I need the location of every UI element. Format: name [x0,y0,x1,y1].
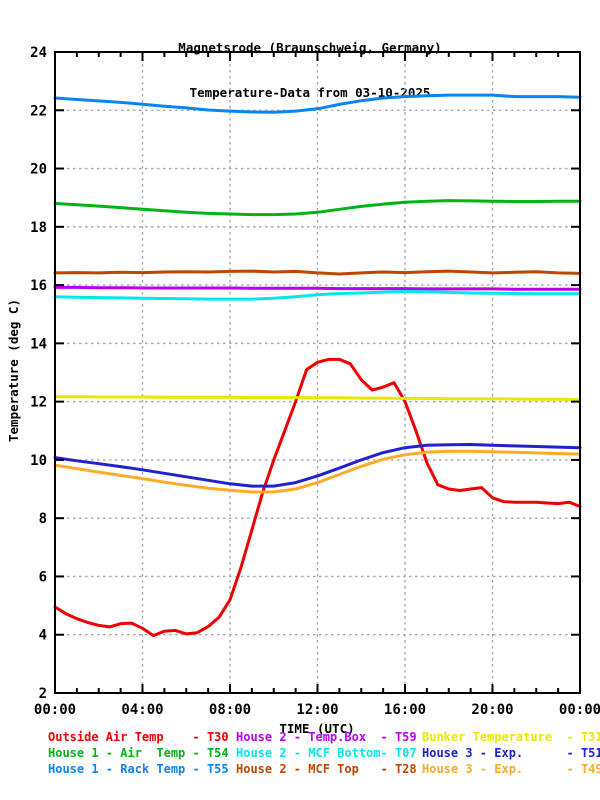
x-tick-label: 00:00 [34,702,76,718]
x-tick-label: 20:00 [471,702,513,718]
series-T28 [53,269,582,276]
y-tick-label: 20 [30,162,47,178]
tick-labels: 00:00 04:00 08:00 12:00 16:00 20:00 00:0024681… [30,45,600,718]
y-tick-label: 22 [30,103,47,119]
series-T07 [53,290,582,301]
y-tick-label: 18 [30,220,47,236]
y-tick-label: 8 [39,511,47,527]
x-axis-label: TIME (UTC) [279,721,355,736]
x-tick-label: 08:00 [209,702,251,718]
series-T31 [53,395,582,402]
gridlines [55,52,580,693]
series-T55 [53,93,582,114]
y-tick-label: 4 [39,628,47,644]
series-T59 [53,285,582,291]
series-group [53,93,582,638]
series-T49 [53,449,582,494]
series-T30 [53,357,582,638]
series-T54 [53,199,582,217]
y-tick-label: 14 [30,336,47,352]
y-tick-label: 12 [30,395,47,411]
y-tick-label: 16 [30,278,47,294]
x-tick-label: 12:00 [296,702,338,718]
x-tick-label: 16:00 [384,702,426,718]
x-tick-label: 00:00 [559,702,600,718]
y-tick-label: 6 [39,569,47,585]
y-tick-label: 24 [30,45,47,61]
axes [54,51,581,694]
series-T51 [53,443,582,488]
x-tick-label: 04:00 [121,702,163,718]
y-axis-label: Temperature (deg C) [6,299,21,442]
y-tick-label: 10 [30,453,47,469]
y-tick-label: 2 [39,686,47,702]
